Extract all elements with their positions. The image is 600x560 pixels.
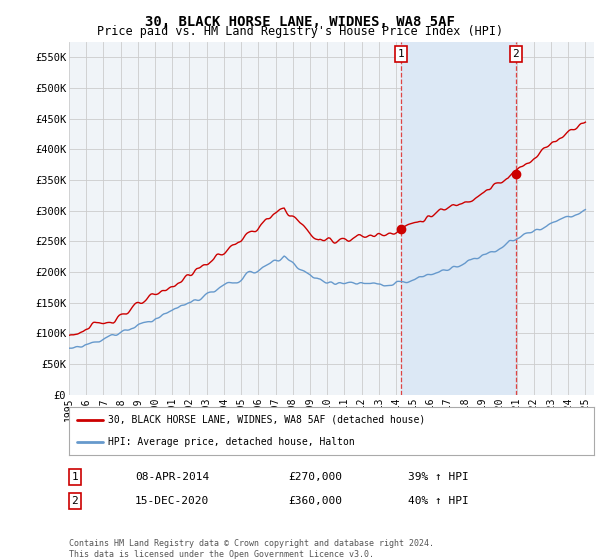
Text: £360,000: £360,000 [288, 496, 342, 506]
Text: 1: 1 [71, 472, 79, 482]
Text: Contains HM Land Registry data © Crown copyright and database right 2024.
This d: Contains HM Land Registry data © Crown c… [69, 539, 434, 559]
Text: 2: 2 [71, 496, 79, 506]
Text: £270,000: £270,000 [288, 472, 342, 482]
Bar [401, 42, 516, 395]
Text: 08-APR-2014: 08-APR-2014 [135, 472, 209, 482]
Text: 1: 1 [397, 49, 404, 59]
Text: Price paid vs. HM Land Registry's House Price Index (HPI): Price paid vs. HM Land Registry's House … [97, 25, 503, 38]
Text: 39% ↑ HPI: 39% ↑ HPI [408, 472, 469, 482]
Text: 15-DEC-2020: 15-DEC-2020 [135, 496, 209, 506]
Text: 40% ↑ HPI: 40% ↑ HPI [408, 496, 469, 506]
Text: 2: 2 [512, 49, 519, 59]
Text: 30, BLACK HORSE LANE, WIDNES, WA8 5AF (detached house): 30, BLACK HORSE LANE, WIDNES, WA8 5AF (d… [109, 415, 425, 425]
Text: 30, BLACK HORSE LANE, WIDNES, WA8 5AF: 30, BLACK HORSE LANE, WIDNES, WA8 5AF [145, 15, 455, 29]
Text: HPI: Average price, detached house, Halton: HPI: Average price, detached house, Halt… [109, 437, 355, 447]
